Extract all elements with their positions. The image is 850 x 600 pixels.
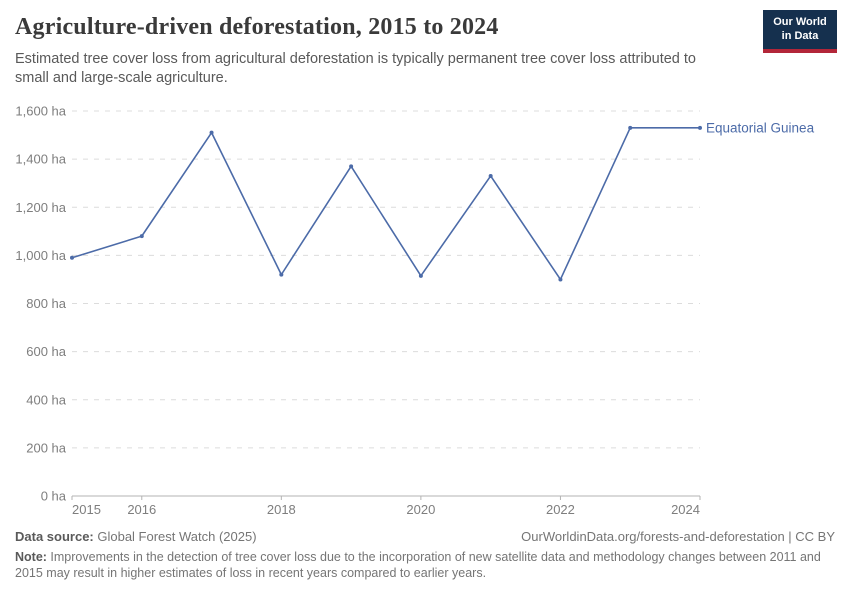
series-end-label[interactable]: Equatorial Guinea — [706, 120, 815, 135]
data-point[interactable] — [349, 164, 354, 169]
y-tick-label: 1,200 ha — [15, 200, 66, 215]
chart-header: Agriculture-driven deforestation, 2015 t… — [15, 10, 837, 87]
y-tick-label: 1,400 ha — [15, 152, 66, 167]
data-point[interactable] — [209, 130, 214, 135]
data-point[interactable] — [698, 125, 702, 130]
data-point[interactable] — [139, 234, 144, 239]
x-tick-label: 2015 — [72, 502, 101, 517]
x-tick-label: 2018 — [267, 502, 296, 517]
x-tick-label: 2016 — [127, 502, 156, 517]
logo-line-2: in Data — [781, 29, 819, 42]
citation-link[interactable]: OurWorldinData.org/forests-and-deforesta… — [521, 529, 835, 544]
footnote-value: Improvements in the detection of tree co… — [15, 550, 821, 580]
footnote-label: Note: — [15, 550, 47, 564]
logo-line-1: Our World — [773, 16, 827, 28]
y-tick-label: 1,600 ha — [15, 104, 66, 119]
x-tick-label: 2024 — [671, 502, 700, 517]
data-source-label: Data source: — [15, 529, 94, 544]
data-point[interactable] — [628, 125, 633, 130]
chart-footer: Data source: Global Forest Watch (2025) … — [15, 529, 835, 581]
owid-logo[interactable]: Our World in Data — [763, 10, 837, 53]
x-tick-label: 2020 — [406, 502, 435, 517]
data-source: Data source: Global Forest Watch (2025) — [15, 529, 257, 544]
y-tick-label: 600 ha — [26, 344, 67, 359]
y-tick-label: 800 ha — [26, 296, 67, 311]
data-point[interactable] — [279, 272, 284, 277]
data-line[interactable] — [71, 127, 701, 281]
data-point[interactable] — [70, 255, 74, 260]
y-tick-label: 400 ha — [26, 392, 67, 407]
footnote: Note: Improvements in the detection of t… — [15, 549, 835, 581]
data-point[interactable] — [418, 273, 423, 278]
data-source-value: Global Forest Watch (2025) — [93, 529, 257, 544]
y-tick-label: 0 ha — [41, 489, 67, 504]
x-tick-label: 2022 — [546, 502, 575, 517]
data-point[interactable] — [558, 277, 563, 282]
page-title: Agriculture-driven deforestation, 2015 t… — [15, 14, 499, 40]
chart-subtitle: Estimated tree cover loss from agricultu… — [15, 51, 696, 86]
y-tick-label: 1,000 ha — [15, 248, 66, 263]
y-tick-label: 200 ha — [26, 440, 67, 455]
data-point[interactable] — [488, 173, 493, 178]
